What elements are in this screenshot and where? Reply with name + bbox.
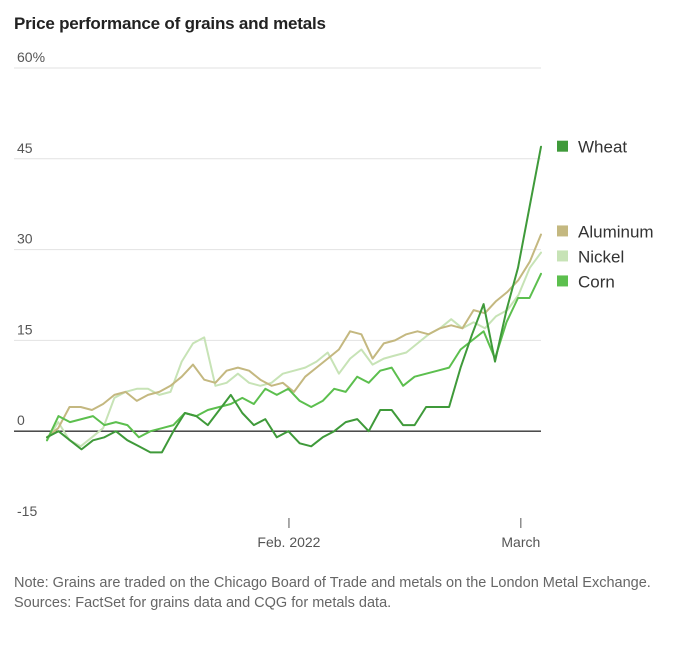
legend-item-aluminum: Aluminum bbox=[557, 222, 654, 241]
nickel-series-line bbox=[46, 251, 542, 448]
y-tick-label: 0 bbox=[17, 412, 25, 428]
legend-label: Corn bbox=[578, 272, 615, 291]
gridlines bbox=[14, 67, 541, 432]
legend-label: Nickel bbox=[578, 247, 624, 266]
series-lines bbox=[46, 145, 542, 454]
y-tick-label: 15 bbox=[17, 321, 33, 337]
x-tick-label: Feb. 2022 bbox=[257, 534, 320, 550]
x-axis-ticks: Feb. 2022 March bbox=[257, 518, 540, 550]
note-text: Note: Grains are traded on the Chicago B… bbox=[14, 575, 651, 591]
corn-series-line bbox=[46, 272, 542, 442]
legend-label: Wheat bbox=[578, 138, 627, 157]
legend-swatch bbox=[557, 140, 568, 152]
line-chart: 60% 45 30 15 0 -15 Feb. 2022 March Wheat Alumin… bbox=[14, 49, 654, 550]
legend-swatch bbox=[557, 250, 568, 262]
legend-item-nickel: Nickel bbox=[557, 247, 624, 266]
y-tick-label: 45 bbox=[17, 140, 33, 156]
legend-swatch bbox=[557, 275, 568, 287]
sources-text: Sources: FactSet for grains data and CQG… bbox=[14, 594, 392, 611]
legend: Wheat Aluminum Nickel Corn bbox=[557, 138, 654, 291]
chart-title: Price performance of grains and metals bbox=[14, 14, 326, 33]
legend-label: Aluminum bbox=[578, 222, 654, 241]
aluminum-series-line bbox=[46, 233, 542, 439]
legend-item-corn: Corn bbox=[557, 272, 615, 291]
y-axis-ticks: 60% 45 30 15 0 -15 bbox=[17, 49, 45, 519]
y-tick-label: 60% bbox=[17, 49, 45, 65]
legend-item-wheat: Wheat bbox=[557, 138, 627, 157]
y-tick-label: -15 bbox=[17, 503, 37, 519]
chart-notes: Note: Grains are traded on the Chicago B… bbox=[14, 574, 664, 613]
legend-swatch bbox=[557, 225, 568, 237]
x-tick-label: March bbox=[501, 534, 540, 550]
wheat-series-line bbox=[46, 145, 542, 454]
y-tick-label: 30 bbox=[17, 231, 33, 247]
